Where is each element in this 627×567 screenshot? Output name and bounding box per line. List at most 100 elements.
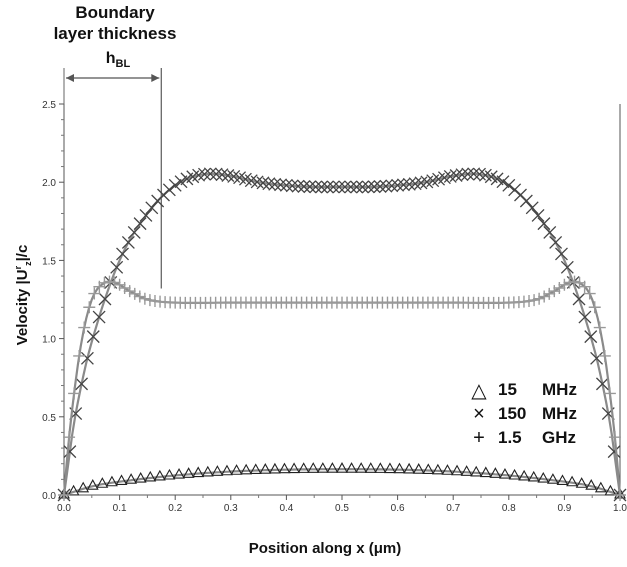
plus-marker [603, 387, 616, 400]
x-tick-label: 0.8 [502, 503, 516, 514]
data-point [608, 416, 610, 418]
x-marker [297, 180, 311, 193]
x-marker [414, 176, 428, 190]
plus-marker [138, 292, 151, 305]
y-tick-label: 0.5 [42, 413, 56, 424]
legend-value: 15 [498, 380, 517, 399]
x-marker [549, 235, 563, 249]
plus-marker [523, 295, 536, 308]
data-point [396, 468, 399, 471]
triangle-marker [201, 465, 214, 477]
triangle-marker [508, 468, 521, 480]
triangle-marker [422, 463, 435, 475]
x-tick-label: 0.1 [113, 503, 127, 514]
x-marker [92, 310, 106, 324]
plus-marker [553, 281, 566, 294]
y-tick-label: 2.0 [42, 178, 56, 189]
plus-marker [588, 301, 601, 314]
x-marker [590, 351, 604, 365]
triangle-marker [345, 462, 358, 473]
y-axis-label: Velocity |Urz|/c [13, 220, 33, 370]
x-marker [63, 445, 77, 459]
plus-marker [63, 431, 76, 444]
x-marker [221, 169, 235, 182]
triangle-marker [77, 481, 90, 493]
boundary-layer-title: Boundary layer thickness [20, 2, 210, 44]
legend-value: 150 [498, 404, 527, 423]
x-marker [361, 180, 375, 194]
series-150-mhz [57, 167, 627, 502]
x-marker [338, 180, 352, 194]
x-marker [379, 179, 393, 193]
triangle-marker [259, 463, 272, 474]
x-marker [192, 168, 206, 182]
triangle-marker [240, 463, 253, 475]
x-tick-label: 0.9 [557, 503, 571, 514]
series-line [63, 468, 621, 497]
legend-value: 1.5 [498, 428, 522, 447]
data-point [230, 175, 232, 177]
x-marker [443, 169, 457, 183]
data-point [91, 340, 93, 343]
x-marker [373, 180, 387, 193]
triangle-marker [144, 470, 157, 482]
triangle-marker [556, 474, 569, 486]
arrow-left-icon [66, 74, 74, 82]
boundary-layer-symbol-sub: BL [115, 58, 131, 71]
x-marker [250, 175, 264, 189]
x-marker [595, 377, 609, 391]
triangle-marker [86, 479, 99, 490]
data-point [118, 480, 121, 483]
triangle-marker [431, 463, 444, 475]
plus-marker [578, 280, 591, 293]
x-marker [344, 180, 358, 194]
triangle-marker [230, 464, 243, 475]
plus-marker [614, 489, 626, 501]
triangle-marker [499, 467, 511, 479]
x-marker [256, 176, 270, 190]
x-marker [162, 183, 176, 197]
triangle-marker [383, 462, 396, 474]
triangle-marker [297, 462, 310, 473]
data-point [591, 298, 593, 301]
plus-marker [58, 489, 70, 501]
triangle-marker [374, 462, 387, 473]
x-marker [543, 225, 557, 239]
triangle-marker [479, 466, 492, 478]
x-marker [309, 180, 323, 194]
triangle-marker [537, 471, 550, 483]
plus-marker [118, 281, 131, 294]
plus-marker [123, 285, 136, 298]
y-tick-label: 0.0 [42, 491, 56, 502]
plus-marker [103, 275, 116, 288]
legend-item-150mhz: × 150 MHz [468, 402, 577, 426]
plus-marker [88, 287, 101, 300]
x-marker [215, 168, 229, 182]
data-point [91, 298, 93, 301]
triangle-marker [115, 474, 128, 486]
plus-marker [78, 321, 91, 334]
plus-marker [533, 292, 546, 305]
x-marker [402, 177, 416, 191]
triangle-marker [336, 462, 348, 473]
x-marker [367, 180, 381, 194]
x-marker [274, 178, 288, 192]
plus-marker [68, 387, 81, 400]
triangle-marker [489, 467, 502, 478]
x-marker [584, 330, 598, 344]
legend-unit: MHz [542, 404, 577, 423]
x-marker [133, 217, 147, 231]
data-point [79, 345, 82, 348]
legend: △ 15 MHz × 150 MHz + 1.5 GHz [468, 378, 577, 450]
x-tick-label: 0.5 [335, 503, 349, 514]
triangle-marker [278, 462, 291, 474]
x-marker [203, 167, 217, 181]
x-marker [127, 225, 141, 239]
x-marker [116, 247, 129, 261]
plus-marker [548, 285, 561, 298]
x-tick-label: 0.6 [391, 503, 405, 514]
triangle-marker [249, 463, 262, 475]
triangle-marker [326, 462, 339, 473]
y-axis-label-suffix: |/c [14, 244, 31, 262]
x-marker [86, 330, 100, 344]
